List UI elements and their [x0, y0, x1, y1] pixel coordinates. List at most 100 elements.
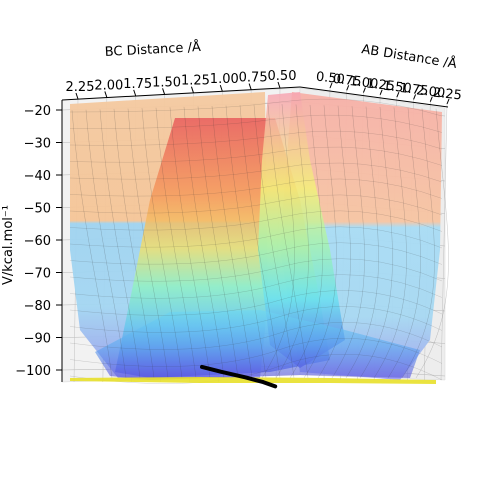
ab-tick-label: 1.75 — [399, 81, 429, 99]
mesh-line — [69, 306, 443, 333]
ab-tick-mark — [413, 94, 417, 100]
mesh-line — [99, 109, 141, 379]
ab-tick-label: 1.50 — [382, 79, 412, 97]
mesh-line — [211, 106, 253, 379]
ab-tick-label: 1.00 — [349, 74, 379, 92]
bc-axis-line — [61, 86, 301, 101]
ab-tick-mark — [379, 89, 383, 96]
bc-tick-label: 0.50 — [268, 69, 297, 84]
mesh-line — [141, 108, 183, 379]
ab-tick-mark — [362, 87, 366, 93]
v-tick-label: −30 — [24, 137, 51, 152]
v-tick-label: −80 — [24, 299, 51, 314]
ab-tick-mark — [329, 82, 333, 89]
ab-axis-ticks: 0.500.751.001.251.501.752.002.25 — [315, 70, 463, 105]
mesh-line — [69, 162, 443, 183]
v-tick-label: −40 — [24, 169, 51, 184]
bc-tick-mark — [190, 86, 194, 93]
ab-tick-label: 0.50 — [315, 70, 345, 88]
v-axis-label: V/kcal.mol⁻¹ — [1, 205, 16, 285]
v-tick-label: −60 — [24, 234, 51, 249]
mesh-line — [331, 106, 365, 379]
mesh-line — [239, 105, 281, 379]
v-axis-ticks: −20 −30 −40 −50 −60 −70 −80 −90 −100 — [15, 104, 62, 379]
mesh-line — [373, 107, 407, 379]
mesh-line — [415, 108, 449, 379]
mesh-line — [267, 104, 309, 379]
bc-tick-mark — [248, 83, 252, 90]
ab-axis-line — [299, 86, 449, 108]
bc-tick-label: 1.00 — [210, 72, 239, 87]
surface-wireframe — [69, 98, 449, 384]
bc-tick-label: 1.75 — [123, 77, 152, 92]
bc-tick-label: 2.25 — [66, 80, 95, 95]
mesh-line — [69, 130, 443, 150]
mesh-line — [69, 114, 443, 133]
mesh-line — [345, 106, 379, 379]
ab-tick-label: 2.25 — [432, 86, 462, 104]
ab-tick-label: 2.00 — [415, 83, 445, 101]
mesh-line — [69, 178, 443, 199]
mesh-line — [113, 108, 155, 379]
mesh-line — [69, 258, 443, 282]
mesh-line — [69, 290, 443, 316]
bc-tick-mark — [75, 92, 79, 100]
ab-tick-mark — [429, 96, 433, 102]
ab-tick-mark — [346, 85, 350, 91]
bc-tick-label: 1.50 — [152, 75, 181, 90]
v-tick-label: −90 — [24, 332, 51, 347]
ab-tick-mark — [446, 98, 450, 105]
mesh-line — [317, 105, 351, 379]
mesh-line — [69, 194, 443, 216]
mesh-line — [401, 108, 435, 379]
ab-axis-label: AB Distance /Å — [360, 41, 458, 72]
center-ridge-surface — [258, 92, 345, 368]
mesh-line — [289, 104, 323, 379]
ab-tick-mark — [396, 91, 400, 98]
mesh-line — [303, 105, 337, 379]
mesh-line — [69, 98, 443, 117]
mesh-line — [155, 107, 197, 379]
v-tick-label: −50 — [24, 202, 51, 217]
valley-floor-surface — [95, 310, 420, 380]
bc-tick-mark — [104, 91, 108, 98]
v-tick-label: −70 — [24, 267, 51, 282]
mesh-line — [69, 146, 443, 166]
mesh-line — [69, 338, 443, 367]
mesh-line — [69, 226, 443, 249]
mesh-line — [359, 106, 393, 379]
axis-lines — [61, 86, 449, 382]
mesh-line — [69, 274, 443, 299]
trajectory-line — [200, 364, 278, 389]
bc-tick-label: 2.00 — [94, 78, 123, 93]
mesh-line — [69, 210, 443, 232]
energy-surface — [70, 92, 442, 380]
bc-axis-ticks: 2.25 2.00 1.75 1.50 1.25 1.00 0.75 0.50 — [66, 69, 297, 100]
mesh-line — [71, 110, 113, 379]
bc-tick-label: 0.75 — [239, 71, 268, 86]
mesh-line — [275, 104, 309, 379]
bc-tick-mark — [219, 84, 223, 92]
bc-tick-label: 1.25 — [181, 74, 210, 89]
bc-tick-mark — [277, 81, 281, 89]
ab-tick-label: 1.25 — [365, 76, 395, 94]
v-tick-label: −20 — [24, 104, 51, 119]
mesh-line — [69, 354, 443, 384]
mesh-line — [69, 322, 443, 350]
mesh-line — [127, 108, 169, 379]
mesh-line — [69, 242, 443, 265]
mesh-line — [387, 107, 421, 379]
bc-tick-mark — [133, 89, 137, 97]
mesh-line — [183, 106, 225, 379]
bc-tick-mark — [162, 88, 166, 95]
mesh-line — [261, 104, 295, 379]
mesh-line — [197, 106, 239, 379]
mesh-line — [85, 109, 127, 379]
mesh-line — [169, 107, 211, 379]
mesh-line — [225, 105, 267, 379]
v-tick-label: −100 — [15, 364, 51, 379]
bc-axis-label: BC Distance /Å — [104, 39, 201, 60]
ab-tick-label: 0.75 — [332, 72, 362, 90]
pane-gridline — [440, 103, 448, 381]
